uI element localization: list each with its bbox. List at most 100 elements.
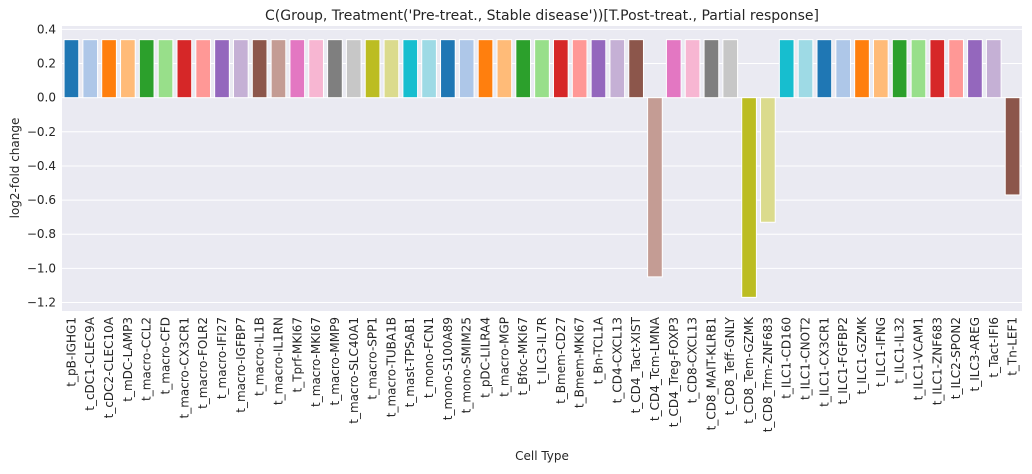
- bar: [214, 39, 230, 99]
- bar: [552, 39, 569, 99]
- x-tick-label: t_macro-IL1RN: [271, 317, 285, 405]
- x-tick-label: t_CD4_Tact-XIST: [629, 316, 643, 413]
- x-axis-label: Cell Type: [515, 449, 569, 463]
- bar: [327, 39, 343, 99]
- bar: [816, 39, 833, 99]
- bar: [308, 39, 324, 99]
- bar: [232, 39, 249, 99]
- x-tick-label: t_mast-TPSAB1: [403, 317, 417, 407]
- x-tick-label: t_cDC1-CLEC9A: [83, 316, 97, 411]
- bar: [120, 39, 136, 99]
- x-tick-label: t_macro-TUBA1B: [384, 317, 398, 417]
- x-tick-label: t_ILC1-IFNG: [874, 317, 888, 387]
- bar: [797, 39, 814, 99]
- x-tick-label: t_macro-FOLR2: [196, 317, 210, 409]
- bar: [63, 39, 80, 99]
- bar: [195, 39, 212, 99]
- x-tick-label: t_macro-CCL2: [140, 317, 154, 401]
- bar: [421, 39, 437, 99]
- y-tick-label: −1.0: [27, 261, 56, 275]
- bar: [534, 39, 550, 99]
- x-tick-label: t_mono-S100A89: [441, 317, 455, 420]
- x-tick-label: t_CD8_MAIT-KLRB1: [704, 317, 718, 430]
- x-tick-label: t_mono-FCN1: [422, 317, 436, 398]
- bar: [665, 39, 682, 99]
- x-tick-label: t_Tact-IFI6: [987, 317, 1001, 378]
- bar: [647, 97, 663, 278]
- bar: [571, 39, 588, 99]
- x-tick-label: t_macro-SPP1: [366, 317, 380, 400]
- x-tick-label: t_macro-IL1B: [253, 317, 267, 396]
- bar: [496, 39, 513, 99]
- x-tick-label: t_ILC1-VCAM1: [911, 317, 925, 400]
- bar: [722, 39, 739, 99]
- bar: [251, 39, 268, 99]
- chart-title: C(Group, Treatment('Pre-treat., Stable d…: [265, 8, 819, 24]
- bar: [985, 39, 1002, 99]
- bar: [1004, 97, 1021, 196]
- bar: [157, 39, 174, 99]
- x-tick-label: t_macro-CX3CR1: [177, 317, 191, 419]
- x-tick-label: t_CD4-CXCL13: [610, 317, 624, 403]
- bar: [82, 39, 99, 99]
- y-tick-label: −0.2: [27, 125, 56, 139]
- bar: [383, 39, 400, 99]
- x-tick-label: t_CD8_Trm-ZNF683: [761, 317, 775, 432]
- x-tick-label: t_CD8-CXCL13: [686, 317, 700, 403]
- bar: [458, 39, 475, 99]
- y-tick-label: −0.6: [27, 193, 56, 207]
- y-tick-label: 0.4: [37, 22, 56, 36]
- bar: [289, 39, 306, 99]
- x-tick-label: t_Bn-TCL1A: [591, 316, 605, 384]
- y-tick-label: 0.0: [37, 91, 56, 105]
- bar: [891, 39, 908, 99]
- y-tick-label: −0.4: [27, 159, 56, 173]
- x-tick-label: t_ILC1-CNOT2: [799, 317, 813, 400]
- bar: [910, 39, 927, 99]
- x-tick-label: t_macro-MGP: [497, 317, 511, 397]
- x-tick-label: t_macro-MMP9: [328, 317, 342, 406]
- bar: [628, 39, 644, 99]
- bar: [929, 39, 946, 99]
- y-tick-label: 0.2: [37, 57, 56, 71]
- y-tick-labels: 0.4 0.2 0.0 −0.2 −0.4 −0.6 −0.8 −1.0 −1.2: [27, 22, 56, 309]
- bar: [760, 97, 776, 223]
- x-tick-label: t_pDC-LILRA4: [479, 317, 493, 398]
- x-tick-label: t_CD8_Tem-GZMK: [742, 316, 756, 424]
- x-tick-label: t_Tprf-MKI67: [290, 317, 304, 393]
- bar: [778, 39, 795, 99]
- x-tick-label: t_ILC1-CD160: [780, 317, 794, 399]
- x-tick-label: t_ILC1-CX3CR1: [817, 317, 831, 407]
- bar: [270, 39, 287, 99]
- bar: [515, 39, 532, 99]
- bar: [703, 39, 720, 99]
- bar: [609, 39, 626, 99]
- y-tick-label: −0.8: [27, 227, 56, 241]
- x-tick-label: t_ILC1-IL32: [893, 317, 907, 384]
- x-tick-label: t_Bfoc-MKI67: [516, 317, 530, 395]
- x-tick-label: t_macro-IFI27: [215, 317, 229, 399]
- bar: [872, 39, 889, 99]
- bar: [345, 39, 362, 99]
- bars: [63, 39, 1021, 298]
- x-tick-label: t_ILC1-FGFBP2: [836, 317, 850, 404]
- x-tick-label: t_mDC-LAMP3: [121, 317, 135, 402]
- y-tick-label: −1.2: [27, 295, 56, 309]
- x-tick-label: t_ILC2-SPON2: [949, 317, 963, 399]
- x-tick-label: t_mono-SMIM25: [460, 317, 474, 413]
- x-tick-label: t_macro-CFD: [159, 317, 173, 394]
- bar: [364, 39, 381, 99]
- x-tick-label: t_CD4_Tcm-LMNA: [648, 316, 662, 421]
- x-tick-label: t_Bmem-CD27: [554, 317, 568, 404]
- x-tick-label: t_ILC1-GZMK: [855, 316, 869, 395]
- bar: [402, 39, 419, 99]
- x-tick-label: t_macro-MKI67: [309, 317, 323, 407]
- x-tick-label: t_Tn-LEF1: [1006, 317, 1020, 376]
- bar: [684, 39, 701, 99]
- x-tick-label: t_Bmem-MKI67: [573, 317, 587, 408]
- bar: [590, 39, 607, 99]
- x-tick-label: t_ILC1-ZNF683: [930, 317, 944, 405]
- bar: [948, 39, 964, 99]
- bar: [176, 39, 193, 99]
